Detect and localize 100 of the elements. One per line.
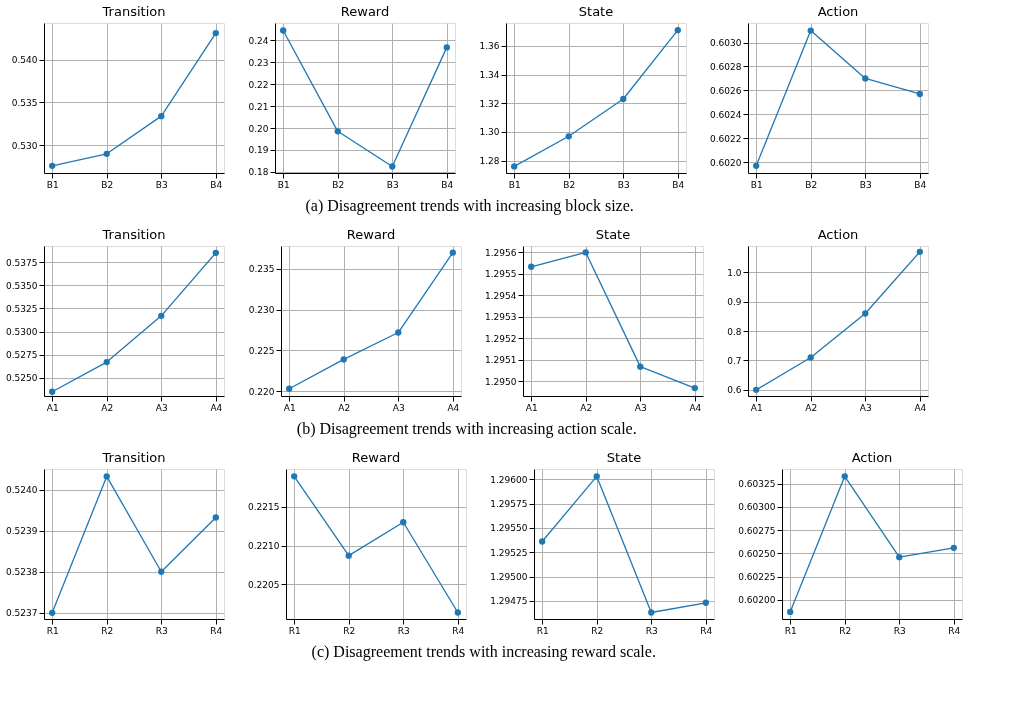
x-tick-label: B4 [914, 179, 927, 190]
point [449, 249, 456, 256]
y-tick-label: 0.6020 [710, 157, 742, 168]
y-tick-label: 1.29550 [490, 523, 528, 534]
y-tick-label: 1.2955 [485, 269, 517, 280]
point [528, 263, 535, 270]
chart-title: Transition [101, 227, 166, 242]
x-tick-label: A4 [210, 402, 223, 413]
point [593, 473, 600, 480]
x-tick-label: B1 [277, 179, 290, 190]
x-tick-label: R2 [591, 625, 604, 636]
y-tick-label: 0.5325 [6, 303, 38, 314]
point [49, 162, 56, 169]
point [212, 29, 219, 37]
point [345, 552, 352, 559]
point [620, 95, 627, 103]
point [280, 27, 287, 34]
point [896, 553, 903, 561]
x-tick-label: A4 [689, 402, 702, 413]
y-tick-label: 1.30 [479, 127, 500, 138]
y-tick-label: 0.20 [248, 123, 269, 134]
x-tick-label: A2 [338, 402, 351, 413]
point [340, 356, 347, 363]
x-tick-label: R4 [452, 625, 465, 636]
y-tick-label: 1.2952 [485, 333, 517, 344]
point [103, 150, 110, 157]
x-tick-label: R1 [46, 625, 59, 636]
point [158, 312, 165, 319]
y-tick-label: 0.21 [248, 101, 269, 112]
y-tick-label: 0.60225 [738, 572, 776, 583]
x-tick-label: A3 [859, 402, 872, 413]
x-tick-label: A3 [634, 402, 647, 413]
chart-title: Action [817, 227, 859, 242]
x-tick-label: R3 [397, 625, 410, 636]
chart-title: Reward [340, 4, 390, 19]
x-tick-label: A3 [155, 402, 168, 413]
y-tick-label: 0.2215 [248, 502, 280, 513]
point [648, 609, 655, 616]
point [389, 163, 396, 170]
point [637, 363, 644, 370]
chart-title: Transition [101, 4, 166, 19]
y-tick-label: 0.6026 [710, 85, 742, 96]
text: (c) Disagreement trends with increasing reward scale. [311, 642, 656, 661]
x-tick-label: R4 [948, 625, 961, 636]
x-tick-label: A2 [580, 402, 593, 413]
point [807, 27, 814, 34]
x-tick-label: R3 [155, 625, 168, 636]
y-tick-label: 0.6030 [710, 38, 742, 49]
point [916, 248, 923, 255]
chart-title: State [578, 4, 614, 19]
x-tick-label: R1 [288, 625, 301, 636]
y-tick-label: 0.5375 [6, 257, 38, 268]
x-tick-label: A2 [101, 402, 114, 413]
y-tick-label: 0.540 [11, 55, 38, 66]
y-tick-label: 0.5275 [6, 350, 38, 361]
y-tick-label: 1.2950 [485, 376, 517, 387]
point [787, 608, 794, 616]
point [212, 249, 219, 257]
y-tick-label: 1.29600 [490, 474, 528, 485]
point [862, 75, 869, 82]
y-tick-label: 0.22 [248, 79, 269, 90]
y-tick-label: 1.32 [479, 98, 500, 109]
point [674, 27, 681, 34]
y-tick-label: 0.5238 [6, 567, 38, 578]
point [807, 354, 814, 361]
y-tick-label: 1.0 [727, 267, 742, 278]
point [286, 385, 293, 392]
y-tick-label: 0.6022 [710, 133, 742, 144]
x-tick-label: B2 [805, 179, 818, 190]
point [49, 609, 56, 616]
y-tick-label: 0.6028 [710, 61, 742, 72]
y-tick-label: 1.2954 [485, 290, 517, 301]
point [753, 162, 760, 169]
point [291, 473, 298, 480]
y-tick-label: 0.530 [11, 140, 38, 151]
chart-title: Transition [101, 450, 166, 465]
y-tick-label: 0.7 [727, 355, 742, 366]
x-tick-label: R2 [101, 625, 114, 636]
x-tick-label: B1 [46, 179, 59, 190]
x-tick-label: B2 [101, 179, 114, 190]
y-tick-label: 1.29475 [490, 596, 528, 607]
x-tick-label: A1 [750, 402, 763, 413]
x-tick-label: R4 [700, 625, 713, 636]
y-tick-label: 0.220 [248, 386, 275, 397]
y-tick-label: 0.9 [727, 297, 742, 308]
point [582, 249, 589, 256]
y-tick-label: 1.36 [479, 41, 500, 52]
y-tick-label: 0.23 [248, 57, 269, 68]
point [395, 329, 402, 336]
y-tick-label: 0.18 [248, 167, 269, 178]
y-tick-label: 0.5237 [6, 608, 38, 619]
y-tick-label: 0.6024 [710, 109, 742, 120]
text: (b) Disagreement trends with increasing action scale. [296, 419, 637, 438]
x-tick-label: R3 [645, 625, 658, 636]
chart-title: Action [851, 450, 893, 465]
y-tick-label: 0.5239 [6, 526, 38, 537]
y-tick-label: 0.60250 [738, 548, 776, 559]
y-tick-label: 1.29500 [490, 572, 528, 583]
x-tick-label: B2 [563, 179, 576, 190]
y-tick-label: 0.6 [727, 385, 742, 396]
